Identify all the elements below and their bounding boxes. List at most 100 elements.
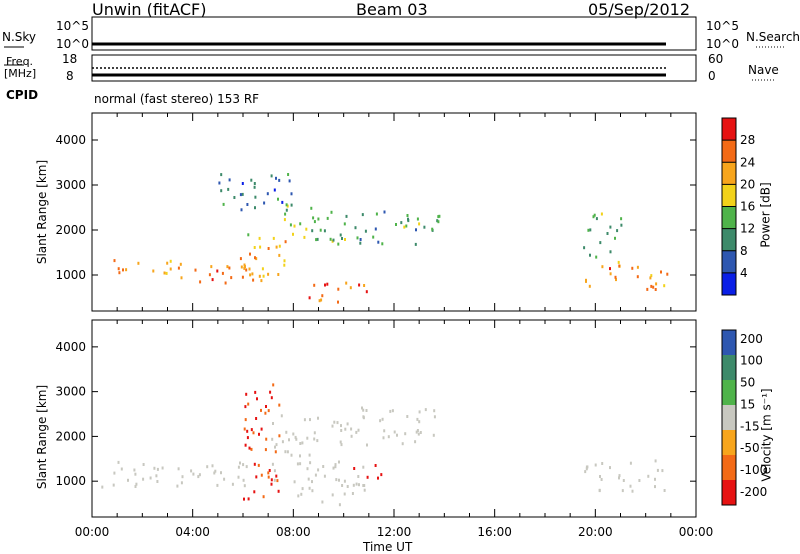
echo-cell	[290, 203, 293, 207]
echo-cell	[593, 213, 596, 217]
echo-cell	[240, 265, 243, 269]
echo-cell	[335, 478, 338, 482]
echo-cell	[267, 409, 270, 413]
echo-cell	[652, 285, 655, 289]
echo-cell	[661, 469, 664, 473]
echo-cell	[361, 213, 364, 217]
echo-cell	[313, 431, 316, 435]
echo-cell	[306, 467, 309, 471]
echo-cell	[361, 406, 363, 410]
echo-cell	[228, 178, 231, 182]
echo-cell	[251, 272, 254, 276]
echo-cell	[585, 467, 588, 471]
echo-cell	[208, 273, 211, 277]
echo-cell	[113, 259, 116, 263]
velocity-colorbar-swatch	[722, 455, 736, 480]
echo-cell	[389, 409, 392, 413]
echo-cell	[244, 265, 246, 269]
echo-cell	[650, 284, 653, 288]
x-tick-label: 16:00	[477, 525, 512, 539]
echo-cell	[418, 222, 421, 226]
echo-cell	[609, 250, 612, 254]
echo-cell	[285, 203, 288, 207]
velocity-colorbar-swatch	[722, 380, 736, 405]
echo-cell	[239, 257, 242, 261]
echo-cell	[305, 227, 308, 231]
echo-cell	[247, 402, 250, 406]
x-tick-label: 00:00	[75, 525, 110, 539]
echo-cell	[243, 266, 246, 270]
echo-cell	[278, 244, 281, 248]
power-colorbar-swatch	[722, 206, 736, 229]
echo-cell	[275, 443, 278, 447]
echo-cell	[142, 463, 145, 466]
echo-cell	[437, 220, 440, 224]
echo-cell	[393, 430, 396, 434]
echo-cell	[284, 212, 287, 216]
echo-cell	[333, 420, 336, 424]
velocity-colorbar-tick-label: -200	[740, 485, 767, 499]
echo-cell	[199, 280, 202, 284]
echo-cell	[293, 224, 296, 228]
echo-cell	[629, 484, 632, 488]
echo-cell	[246, 203, 249, 206]
echo-cell	[254, 256, 256, 260]
echo-cell	[331, 493, 334, 497]
echo-cell	[267, 475, 270, 479]
echo-cell	[260, 279, 263, 283]
echo-cell	[375, 212, 378, 216]
echo-cell	[243, 484, 246, 488]
echo-cell	[198, 473, 201, 477]
echo-cell	[618, 264, 621, 268]
echo-cell	[125, 268, 128, 272]
echo-cell	[310, 206, 313, 210]
echo-cell	[311, 489, 314, 493]
echo-cell	[163, 271, 166, 275]
echo-cell	[176, 484, 179, 488]
echo-cell	[363, 488, 366, 492]
power-panel	[113, 173, 669, 304]
echo-cell	[127, 478, 129, 482]
echo-cell	[587, 228, 590, 232]
echo-cell	[331, 424, 334, 428]
beam-title: Beam 03	[356, 0, 428, 19]
echo-cell	[359, 241, 362, 245]
echo-cell	[594, 463, 597, 467]
echo-cell	[346, 485, 349, 488]
echo-cell	[355, 430, 358, 434]
echo-cell	[396, 433, 398, 437]
echo-cell	[660, 270, 662, 274]
echo-cell	[294, 435, 297, 439]
echo-cell	[260, 473, 263, 477]
echo-cell	[418, 420, 421, 424]
echo-cell	[273, 188, 276, 192]
echo-cell	[416, 429, 419, 432]
echo-cell	[403, 225, 406, 229]
echo-cell	[249, 252, 251, 256]
echo-cell	[311, 229, 314, 233]
echo-cell	[221, 271, 224, 275]
echo-cell	[313, 220, 316, 224]
echo-cell	[277, 489, 280, 493]
echo-cell	[244, 418, 247, 422]
echo-cell	[365, 290, 368, 294]
echo-cell	[292, 432, 295, 436]
echo-cell	[275, 245, 278, 249]
echo-cell	[118, 271, 121, 275]
echo-cell	[433, 415, 436, 419]
echo-cell	[620, 217, 623, 221]
echo-cell	[247, 497, 250, 501]
velocity-colorbar-tick-label: 50	[740, 376, 755, 390]
echo-cell	[354, 226, 357, 230]
echo-cell	[180, 481, 183, 485]
velocity-colorbar-tick-label: -15	[740, 419, 760, 433]
echo-cell	[400, 221, 403, 225]
power-colorbar-swatch	[722, 272, 736, 295]
echo-cell	[246, 436, 249, 440]
echo-cell	[337, 287, 340, 291]
echo-cell	[336, 421, 339, 425]
echo-cell	[321, 294, 324, 298]
echo-cell	[264, 448, 267, 452]
echo-cell	[290, 453, 293, 457]
echo-cell	[334, 463, 337, 467]
